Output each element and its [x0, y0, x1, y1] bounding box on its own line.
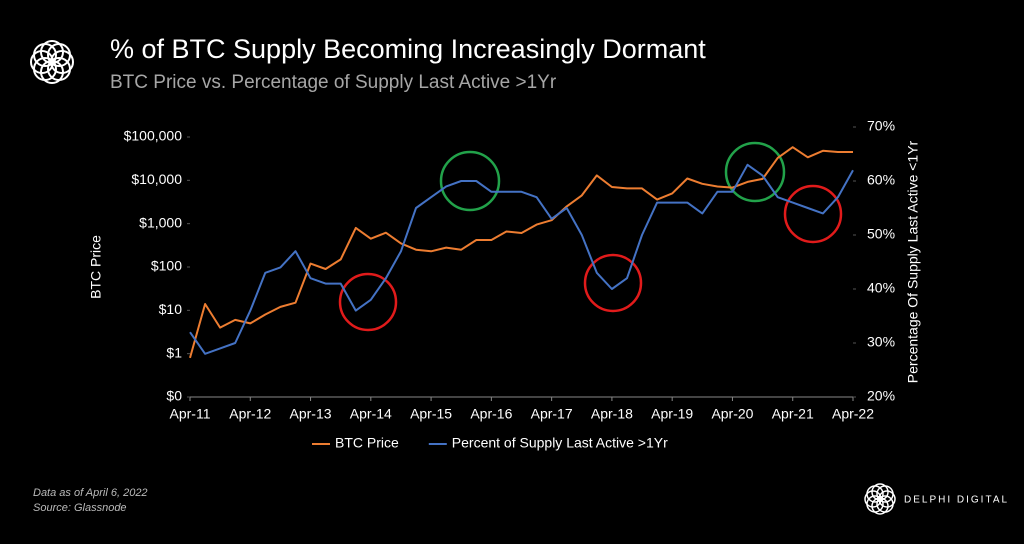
legend-label: Percent of Supply Last Active >1Yr	[452, 435, 668, 451]
y2-tick-label: 20%	[867, 388, 895, 404]
note: Source: Glassnode	[33, 502, 127, 514]
x-tick-label: Apr-20	[711, 406, 753, 422]
y-tick-label: $100,000	[124, 128, 183, 144]
y2-tick-label: 40%	[867, 280, 895, 296]
x-tick-label: Apr-11	[170, 406, 211, 422]
legend-label: BTC Price	[335, 435, 399, 451]
line-series	[189, 163, 854, 355]
note: Data as of April 6, 2022	[33, 487, 148, 499]
x-tick-label: Apr-13	[290, 406, 332, 422]
x-tick-label: Apr-22	[832, 406, 874, 422]
y2-tick-label: 30%	[867, 334, 895, 350]
x-tick-label: Apr-18	[591, 406, 633, 422]
y-tick-label: $1	[166, 344, 182, 360]
y2-tick-label: 70%	[867, 118, 895, 134]
y-tick-label: $1,000	[139, 214, 182, 230]
x-tick-label: Apr-15	[410, 406, 452, 422]
y-tick-label: $100	[151, 258, 182, 274]
y2-axis-label: Percentage Of Supply Last Active <1Yr	[905, 140, 921, 383]
brand: DELPHI DIGITAL	[904, 495, 1009, 506]
y2-tick-label: 50%	[867, 226, 895, 242]
brand-logo	[864, 483, 896, 515]
x-tick-label: Apr-21	[772, 406, 814, 422]
y-tick-label: $10,000	[131, 171, 182, 187]
chart-title: % of BTC Supply Becoming Increasingly Do…	[110, 34, 706, 64]
x-tick-label: Apr-19	[651, 406, 693, 422]
x-tick-label: Apr-14	[350, 406, 392, 422]
y-tick-label: $10	[159, 301, 183, 317]
y2-tick-label: 60%	[867, 172, 895, 188]
y-tick-label: $0	[166, 388, 182, 404]
annotation-circles	[338, 141, 843, 332]
logo	[30, 40, 74, 84]
chart-subtitle: BTC Price vs. Percentage of Supply Last …	[110, 72, 557, 93]
x-tick-label: Apr-12	[229, 406, 271, 422]
x-tick-label: Apr-16	[470, 406, 512, 422]
y-axis-label: BTC Price	[88, 235, 104, 299]
x-tick-label: Apr-17	[531, 406, 573, 422]
line-series	[189, 146, 853, 359]
